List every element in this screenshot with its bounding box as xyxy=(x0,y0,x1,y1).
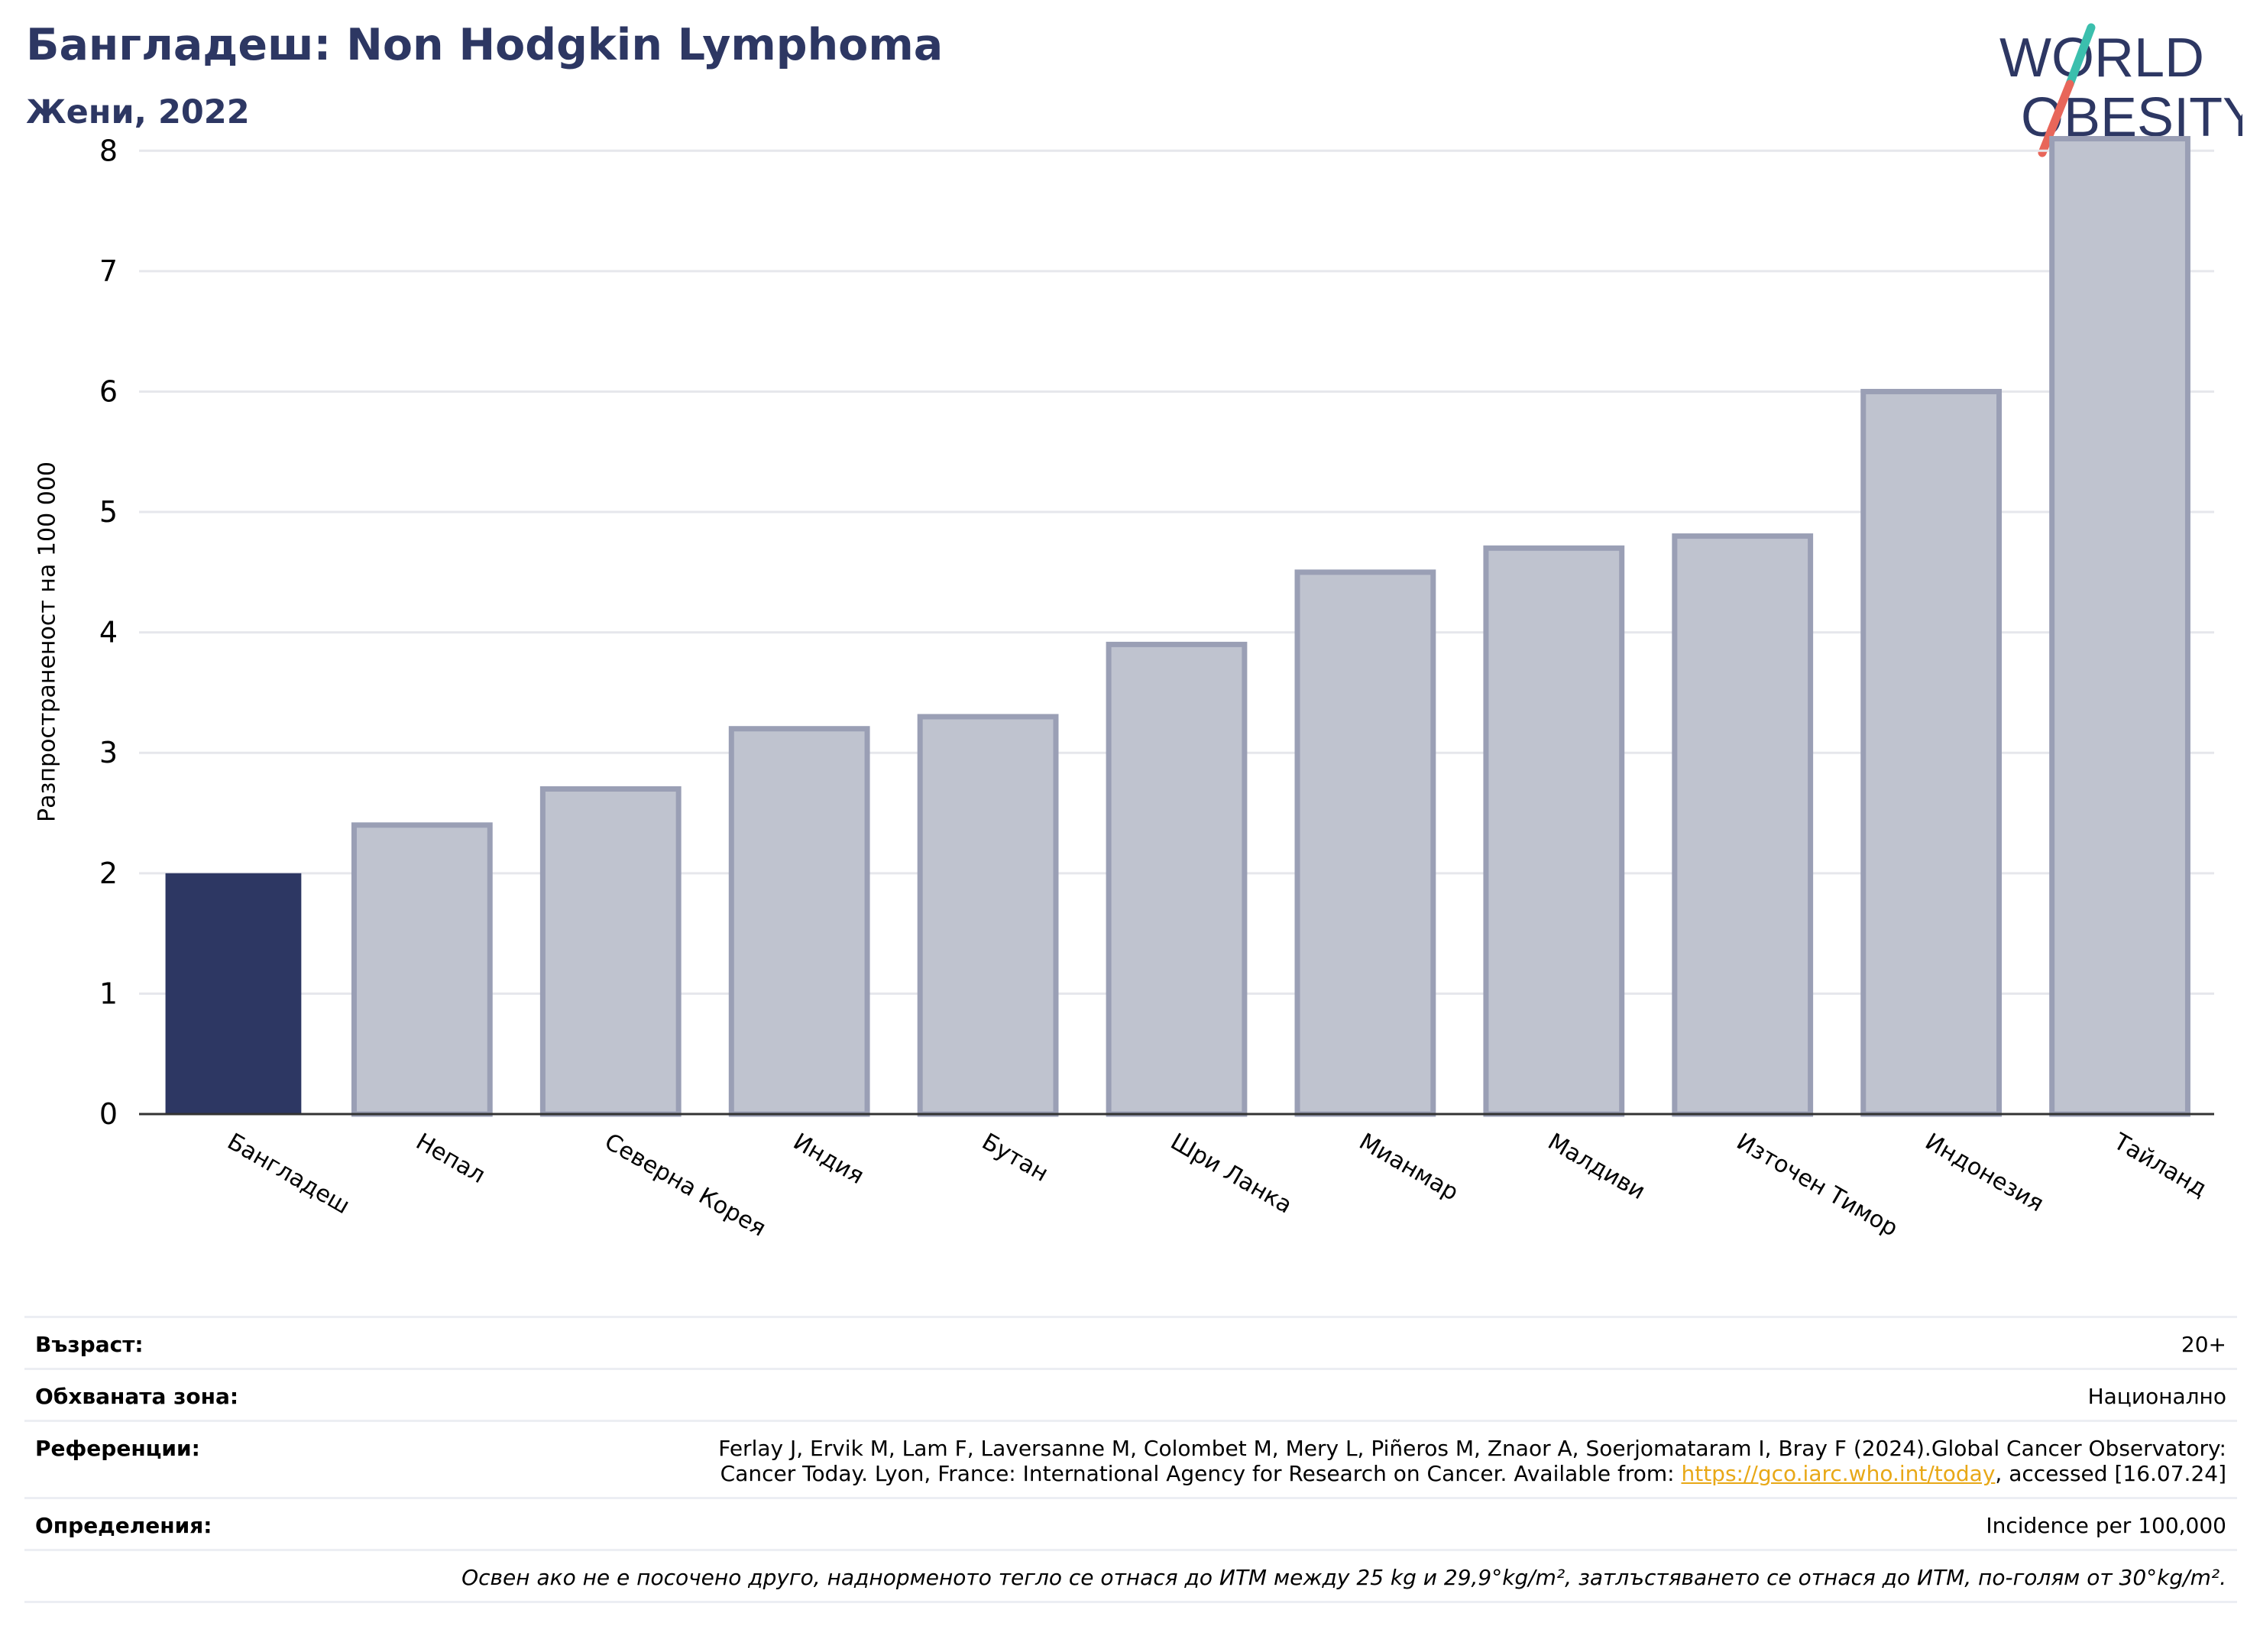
info-row-age: Възраст: 20+ xyxy=(24,1316,2237,1368)
logo-slash-top xyxy=(2065,23,2096,89)
definitions-label: Определения: xyxy=(35,1513,212,1538)
coverage-value: Национално xyxy=(2087,1384,2226,1409)
y-tick-label: 7 xyxy=(99,254,118,288)
coverage-label: Обхваната зона: xyxy=(35,1384,239,1409)
y-tick-label: 6 xyxy=(99,374,118,408)
info-row-note: Освен ако не е посочено друго, наднормен… xyxy=(24,1549,2237,1603)
x-tick-label: Източен Тимор xyxy=(1732,1129,1902,1242)
references-label: Референции: xyxy=(35,1436,200,1461)
age-value: 20+ xyxy=(2181,1332,2226,1357)
bar-2 xyxy=(351,822,493,1117)
x-tick-label: Бутан xyxy=(977,1129,1053,1187)
bar-9 xyxy=(1672,533,1814,1117)
y-tick-label: 4 xyxy=(99,616,118,649)
x-tick-label: Индия xyxy=(788,1129,868,1190)
info-row-definitions: Определения: Incidence per 100,000 xyxy=(24,1497,2237,1549)
x-tick-label: Мианмар xyxy=(1355,1129,1463,1207)
definitions-value: Incidence per 100,000 xyxy=(1986,1513,2226,1538)
bar-11 xyxy=(2049,136,2190,1117)
y-tick-label: 0 xyxy=(99,1097,118,1131)
x-tick-label: Шри Ланка xyxy=(1166,1129,1297,1220)
x-tick-label: Малдиви xyxy=(1543,1129,1650,1206)
references-line1: Ferlay J, Ervik M, Lam F, Laversanne M, … xyxy=(718,1436,2226,1461)
bar-1 xyxy=(165,873,302,1114)
references-line2-pre: Cancer Today. Lyon, France: Internationa… xyxy=(720,1461,1682,1486)
logo-word-world: WORLD xyxy=(1999,28,2204,89)
age-label: Възраст: xyxy=(35,1332,144,1357)
chart-title: Бангладеш: Non Hodgkin Lymphoma xyxy=(26,20,944,70)
references-value: Ferlay J, Ervik M, Lam F, Laversanne M, … xyxy=(718,1436,2226,1486)
bar-3 xyxy=(539,786,682,1117)
bar-8 xyxy=(1483,545,1625,1117)
references-line2-post: , accessed [16.07.24] xyxy=(1995,1461,2226,1486)
y-tick-label: 5 xyxy=(99,495,118,529)
bars xyxy=(165,136,2190,1117)
chart-subtitle: Жени, 2022 xyxy=(26,93,250,131)
bar-chart: 0 1 2 3 4 5 6 7 8 Бангладеш Непал Северна Корея Инди… xyxy=(99,134,2214,1242)
y-tick-label: 1 xyxy=(99,977,118,1010)
info-row-references: Референции: Ferlay J, Ervik M, Lam F, La… xyxy=(24,1420,2237,1497)
y-tick-label: 3 xyxy=(99,736,118,769)
references-link[interactable]: https://gco.iarc.who.int/today xyxy=(1681,1461,1996,1486)
y-tick-label: 8 xyxy=(99,134,118,167)
logo-slash-bottom xyxy=(2038,79,2074,157)
y-axis-label: Разпространеност на 100 000 xyxy=(34,462,61,822)
info-row-coverage: Обхваната зона: Национално xyxy=(24,1368,2237,1420)
y-tick-label: 2 xyxy=(99,857,118,890)
bar-5 xyxy=(917,714,1059,1117)
x-tick-label: Северна Корея xyxy=(600,1129,770,1242)
info-table: Възраст: 20+ Обхваната зона: Национално … xyxy=(24,1316,2237,1603)
note-text: Освен ако не е посочено друго, наднормен… xyxy=(461,1565,2226,1590)
bar-6 xyxy=(1106,641,1248,1117)
x-tick-label: Бангладеш xyxy=(222,1129,354,1220)
bar-4 xyxy=(728,726,870,1117)
x-tick-label: Тайланд xyxy=(2109,1128,2212,1203)
bar-10 xyxy=(1860,388,2003,1117)
bar-7 xyxy=(1294,569,1436,1117)
x-tick-label: Индонезия xyxy=(1921,1129,2048,1218)
x-tick-label: Непал xyxy=(411,1129,490,1189)
